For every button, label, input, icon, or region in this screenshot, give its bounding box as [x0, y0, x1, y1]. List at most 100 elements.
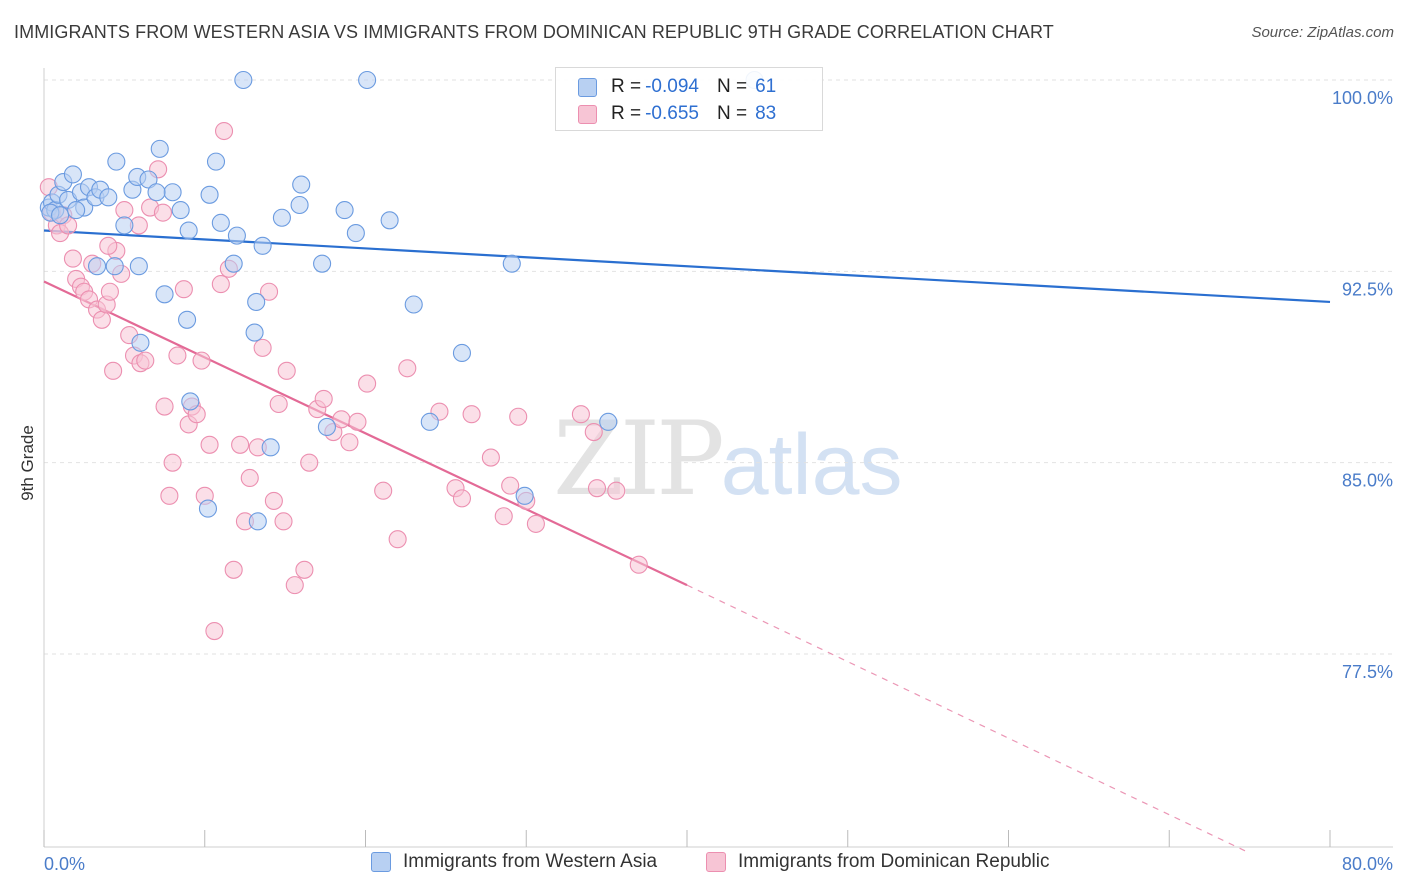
point-dominican	[214, 121, 234, 141]
point-western-asia	[346, 224, 365, 243]
watermark-atlas: atlas	[720, 417, 903, 513]
bottom-legend-western-asia: Immigrants from Western Asia	[371, 851, 657, 873]
point-dominican	[253, 338, 272, 357]
point-western-asia	[502, 254, 521, 273]
trend-layer	[43, 229, 1331, 854]
point-western-asia	[115, 216, 134, 235]
legend-swatch-blue	[578, 77, 597, 97]
point-dominican	[168, 346, 187, 365]
y-tick-label: 100.0%	[1332, 88, 1393, 108]
point-dominican	[571, 405, 590, 424]
stats-legend: R = -0.094 N = 61 R = -0.655 N = 83	[555, 67, 823, 131]
point-dominican	[340, 433, 359, 452]
point-western-asia	[99, 188, 118, 207]
point-dominican	[285, 576, 304, 595]
legend-swatch-pink	[578, 104, 597, 124]
point-western-asia	[404, 295, 423, 314]
point-dominican	[174, 280, 193, 299]
point-western-asia	[599, 412, 618, 431]
point-dominican	[153, 203, 173, 222]
grid-layer	[44, 79, 1393, 655]
point-dominican	[481, 448, 500, 467]
point-western-asia	[253, 236, 272, 255]
point-dominican	[274, 512, 293, 531]
point-dominican	[99, 236, 118, 255]
point-dominican	[607, 481, 626, 500]
y-tick-label: 85.0%	[1342, 471, 1393, 491]
point-dominican	[104, 361, 123, 380]
bottom-legend: Immigrants from Western Asia Immigrants …	[0, 851, 1406, 879]
point-dominican	[374, 481, 393, 500]
point-dominican	[295, 560, 314, 579]
legend-r-value: -0.094	[645, 76, 699, 97]
trendline-dominican	[43, 280, 688, 587]
point-dominican	[462, 405, 481, 424]
point-western-asia	[171, 201, 190, 220]
trendline-dominican-extension	[686, 584, 1250, 854]
bottom-legend-swatch-blue	[371, 852, 391, 872]
point-western-asia	[247, 292, 266, 311]
point-western-asia	[87, 257, 107, 276]
point-dominican	[264, 491, 283, 510]
point-western-asia	[181, 392, 200, 411]
point-western-asia	[313, 254, 332, 273]
point-dominican	[348, 412, 367, 431]
point-western-asia	[179, 221, 198, 240]
point-dominican	[92, 310, 111, 329]
bottom-legend-swatch-pink	[706, 852, 726, 872]
point-dominican	[155, 397, 174, 416]
point-western-asia	[150, 139, 169, 158]
point-western-asia	[211, 213, 230, 232]
legend-row-western-asia: R = -0.094 N = 61	[578, 75, 776, 99]
point-dominican	[100, 282, 119, 301]
bottom-legend-dominican: Immigrants from Dominican Republic	[706, 851, 1050, 873]
point-dominican	[115, 201, 134, 220]
point-western-asia	[317, 417, 336, 437]
point-western-asia	[178, 310, 197, 329]
point-dominican	[584, 423, 603, 442]
point-western-asia	[358, 70, 377, 90]
bottom-legend-label: Immigrants from Western Asia	[403, 851, 658, 872]
point-western-asia	[227, 226, 246, 245]
point-dominican	[452, 489, 472, 508]
point-western-asia	[139, 170, 158, 189]
x-tick-label-min: 0.0%	[44, 854, 85, 874]
y-axis-label: 9th Grade	[18, 425, 37, 501]
point-dominican	[398, 359, 417, 378]
chart-title: IMMIGRANTS FROM WESTERN ASIA VS IMMIGRAN…	[14, 22, 1054, 42]
chart-source: Source: ZipAtlas.com	[1251, 24, 1394, 41]
legend-n-value: 83	[755, 103, 777, 124]
point-dominican	[136, 351, 155, 370]
point-western-asia	[206, 152, 226, 171]
point-western-asia	[147, 183, 166, 202]
point-western-asia	[515, 486, 534, 505]
point-dominican	[509, 407, 528, 426]
point-dominican	[63, 249, 82, 268]
point-dominican	[314, 389, 333, 408]
point-dominican	[211, 275, 230, 294]
point-western-asia	[131, 333, 150, 352]
point-dominican	[224, 560, 243, 579]
point-western-asia	[63, 165, 82, 184]
point-western-asia	[234, 70, 253, 90]
point-dominican	[205, 621, 224, 641]
point-western-asia	[67, 201, 86, 220]
point-western-asia	[163, 183, 182, 202]
point-dominican	[277, 361, 296, 380]
point-dominican	[587, 479, 607, 498]
bottom-legend-label: Immigrants from Dominican Republic	[738, 851, 1050, 872]
legend-r-label: R =	[611, 76, 642, 97]
legend-n-label: N =	[716, 76, 748, 97]
point-western-asia	[335, 201, 354, 220]
legend-n-value: 61	[755, 76, 777, 97]
point-dominican	[192, 351, 211, 370]
point-western-asia	[420, 412, 439, 431]
label-layer: 9th Grade 0.0% 80.0% 77.5% 85.0% 92.5% 100.…	[18, 88, 1393, 874]
y-tick-label: 92.5%	[1342, 279, 1393, 299]
point-dominican	[269, 394, 288, 414]
point-western-asia	[248, 512, 267, 531]
point-western-asia	[198, 499, 218, 518]
point-western-asia	[452, 343, 472, 363]
legend-r-value: -0.655	[645, 103, 699, 124]
